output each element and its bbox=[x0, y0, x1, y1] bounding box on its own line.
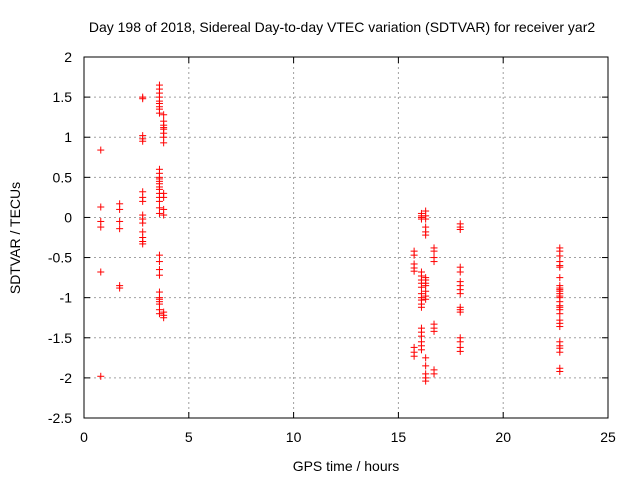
axis-ticks bbox=[83, 56, 609, 419]
x-tick-label: 0 bbox=[80, 429, 88, 445]
data-point bbox=[556, 367, 564, 375]
plot-frame bbox=[83, 56, 609, 419]
data-points bbox=[97, 81, 564, 385]
y-tick-label: 0.5 bbox=[53, 169, 73, 185]
data-point bbox=[97, 223, 105, 231]
data-point bbox=[556, 263, 564, 271]
x-tick-labels: 0 5 10 15 20 25 bbox=[80, 429, 616, 445]
data-point bbox=[155, 271, 163, 279]
y-tick-label: -2.5 bbox=[48, 410, 72, 426]
data-point bbox=[456, 290, 464, 298]
data-point bbox=[155, 258, 163, 266]
data-point bbox=[139, 240, 147, 248]
data-point bbox=[97, 372, 105, 380]
data-point bbox=[155, 209, 163, 217]
y-tick-label: 0 bbox=[64, 209, 72, 225]
y-tick-label: -1.5 bbox=[48, 330, 72, 346]
y-tick-label: -2 bbox=[60, 370, 73, 386]
data-point bbox=[116, 217, 124, 225]
data-point bbox=[160, 139, 168, 147]
data-point bbox=[155, 310, 163, 318]
data-point bbox=[456, 308, 464, 316]
x-tick-label: 10 bbox=[286, 429, 302, 445]
data-point bbox=[160, 111, 168, 119]
data-point bbox=[417, 283, 425, 291]
y-tick-label: -0.5 bbox=[48, 250, 72, 266]
data-point bbox=[410, 251, 418, 259]
y-tick-label: -1 bbox=[60, 290, 73, 306]
data-point bbox=[422, 362, 430, 370]
data-point bbox=[160, 211, 168, 219]
data-point bbox=[97, 203, 105, 211]
data-point bbox=[417, 303, 425, 311]
y-tick-labels: 2 1.5 1 0.5 0 -0.5 -1 -1.5 -2 -2.5 bbox=[48, 49, 72, 426]
data-point bbox=[139, 219, 147, 227]
data-point bbox=[556, 348, 564, 356]
data-point bbox=[556, 323, 564, 331]
data-point bbox=[139, 137, 147, 145]
data-point bbox=[456, 225, 464, 233]
data-point bbox=[155, 251, 163, 259]
data-point bbox=[116, 205, 124, 213]
data-point bbox=[116, 225, 124, 233]
data-point bbox=[97, 268, 105, 276]
y-tick-label: 1.5 bbox=[53, 89, 73, 105]
x-tick-label: 5 bbox=[185, 429, 193, 445]
data-point bbox=[422, 231, 430, 239]
y-axis-label: SDTVAR / TECUs bbox=[7, 182, 23, 294]
data-point bbox=[430, 370, 438, 378]
data-point bbox=[155, 109, 163, 117]
data-point bbox=[456, 268, 464, 276]
x-tick-label: 15 bbox=[391, 429, 407, 445]
data-point bbox=[422, 215, 430, 223]
data-point bbox=[139, 197, 147, 205]
y-tick-label: 1 bbox=[64, 129, 72, 145]
data-point bbox=[422, 354, 430, 362]
x-axis-label: GPS time / hours bbox=[293, 458, 400, 474]
data-point bbox=[422, 377, 430, 385]
data-point bbox=[160, 193, 168, 201]
data-point bbox=[97, 146, 105, 154]
data-point bbox=[430, 247, 438, 255]
data-point bbox=[139, 95, 147, 103]
data-point bbox=[410, 267, 418, 275]
data-point bbox=[160, 314, 168, 322]
data-point bbox=[422, 295, 430, 303]
data-point bbox=[556, 274, 564, 282]
y-tick-label: 2 bbox=[64, 49, 72, 65]
grid-lines bbox=[84, 57, 608, 418]
data-point bbox=[430, 327, 438, 335]
data-point bbox=[456, 347, 464, 355]
x-tick-label: 25 bbox=[600, 429, 616, 445]
data-point bbox=[430, 258, 438, 266]
data-point bbox=[410, 352, 418, 360]
data-point bbox=[417, 346, 425, 354]
chart-title: Day 198 of 2018, Sidereal Day-to-day VTE… bbox=[89, 19, 595, 35]
x-tick-label: 20 bbox=[495, 429, 511, 445]
data-point bbox=[116, 284, 124, 292]
data-point bbox=[556, 310, 564, 318]
data-point bbox=[155, 197, 163, 205]
